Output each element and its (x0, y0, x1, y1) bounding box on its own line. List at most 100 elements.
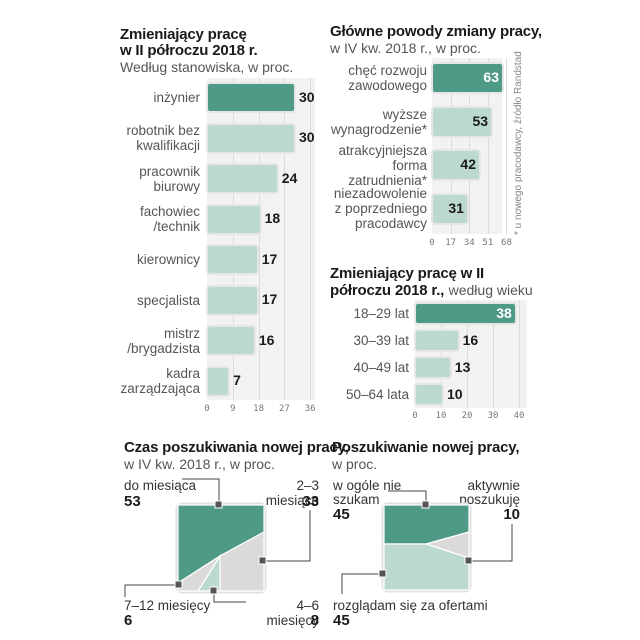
bar-value-label: 13 (454, 358, 471, 375)
category-label: kadra zarządzająca (120, 366, 200, 396)
gridline (469, 58, 471, 234)
chart3-category-labels: 18–29 lat 30–39 lat 40–49 lat 50–64 lata (300, 300, 409, 408)
category-label: specjalista (136, 292, 200, 308)
chart2-subtitle: w IV kw. 2018 r., w proc. (330, 40, 481, 56)
bar-value-label: 17 (261, 291, 278, 307)
chart1-category-labels: inżynier robotnik bez kwalifikacji pracowni… (100, 78, 200, 400)
bar-value-label: 63 (483, 69, 499, 85)
slice-value-4-6-miesiecy: 8 (310, 612, 319, 629)
chart3-x-axis: 0 10 20 30 40 (412, 411, 524, 425)
leader-nie-szukam (388, 490, 427, 505)
slice-value-aktywnie: 10 (503, 506, 520, 523)
marker-aktywnie (464, 556, 473, 565)
chart2-x-axis: 0 17 34 51 68 (429, 238, 520, 252)
bar (208, 84, 294, 111)
slice-label-aktywnie-2: poszukuję (459, 492, 520, 507)
slice-value-nie-szukam: 45 (333, 506, 350, 523)
category-label: inżynier (153, 90, 200, 105)
slice-label-nie-szukam-1: w ogóle nie (333, 478, 402, 493)
leader-aktywnie (468, 524, 513, 562)
slice-label-4-6-miesiecy: 4–6 miesięcy (266, 598, 319, 628)
category-label: kierownicy (136, 252, 200, 267)
chart3-title-line1: Zmieniający pracę w II (330, 265, 485, 282)
x-tick-label: 51 (482, 238, 494, 248)
bar-value-label: 18 (264, 210, 281, 226)
bar-value-label: 7 (233, 372, 241, 388)
chart1-plot-area: 30 30 24 18 17 17 16 7 (207, 78, 315, 400)
x-tick-label: 68 (501, 238, 512, 248)
marker-do-miesiaca (214, 500, 223, 509)
gridline (284, 78, 286, 400)
category-label: atrakcyjniejsza forma zatrudnienia* (338, 142, 427, 188)
x-tick-label: 17 (445, 238, 457, 248)
gridline (493, 300, 494, 408)
marker-7-12-miesiecy (174, 580, 183, 589)
gridline (450, 58, 452, 234)
category-label: pracownik biurowy (139, 163, 200, 194)
x-tick-label: 9 (230, 404, 236, 414)
gridline (467, 300, 468, 408)
slice-7-12-miesiecy (177, 555, 221, 592)
gridline (506, 58, 508, 234)
leader-4-6-miesiecy (213, 591, 246, 603)
bar-value-label: 38 (496, 304, 512, 321)
slice-value-7-12-miesiecy: 6 (124, 612, 133, 629)
chart3-plot-area: 38 16 13 10 (415, 300, 527, 408)
bar (208, 205, 260, 233)
gridline (258, 78, 260, 400)
x-tick-label: 20 (461, 411, 473, 421)
slice-rozgladam-sie (383, 543, 470, 591)
gridline (519, 300, 520, 408)
x-tick-label: 30 (487, 411, 499, 421)
chart4-square-pie (124, 478, 311, 603)
leader-2-3-miesiace (263, 510, 311, 562)
category-label: robotnik bez kwalifikacji (126, 123, 200, 153)
category-label: chęć rozwoju zawodowego (348, 63, 427, 93)
category-label: 40–49 lat (353, 360, 409, 375)
x-tick-label: 0 (429, 238, 435, 248)
marker-nie-szukam (421, 500, 430, 509)
x-tick-label: 27 (278, 404, 290, 414)
slice-label-2-3-miesiace: 2–3 miesiące (265, 478, 319, 508)
slice-value-2-3-miesiace: 33 (302, 493, 319, 510)
category-label: fachowiec/technik (139, 204, 200, 234)
category-label: 50–64 lata (345, 387, 409, 402)
chart3-title-line2-row: półroczu 2018 r., według wieku (330, 282, 533, 300)
bar (416, 331, 458, 350)
bar-value-label: 31 (448, 199, 464, 216)
chart4-subtitle: w IV kw. 2018 r., w proc. (124, 456, 275, 472)
leader-do-miesiaca (182, 478, 220, 505)
slice-label-do-miesiaca: do miesiąca (124, 478, 197, 493)
bar (416, 385, 442, 404)
gridline (441, 300, 442, 408)
bar-value-label: 42 (460, 156, 476, 172)
slice-value-rozgladam: 45 (333, 612, 350, 629)
slice-label-aktywnie-1: aktywnie (467, 478, 520, 493)
leader-7-12-miesiecy (124, 584, 178, 597)
chart1-x-axis: 0 9 18 27 36 (204, 404, 315, 418)
bar-value-label: 16 (462, 331, 479, 348)
bar (433, 194, 467, 223)
bar (208, 165, 277, 192)
bar (208, 246, 257, 273)
source-note: * u nowego pracodawcy, źródło Randstad (513, 51, 524, 235)
category-label: niezadowolenie z poprzedniego pracodawcy (333, 186, 427, 231)
x-tick-label: 0 (204, 404, 210, 414)
bar (416, 304, 515, 323)
chart1-subtitle: Według stanowiska, w proc. (120, 59, 294, 75)
chart1-title-line2: w II półroczu 2018 r. (120, 42, 258, 59)
bar-value-label: 24 (281, 169, 298, 186)
slice-label-nie-szukam-2: szukam (333, 492, 380, 507)
x-tick-label: 0 (412, 411, 418, 421)
chart3-title-line2: półroczu 2018 r., (330, 282, 445, 299)
bar-value-label: 30 (299, 88, 315, 105)
bar (208, 367, 229, 395)
bar-value-label: 16 (258, 331, 275, 348)
category-label: mistrz/brygadzista (127, 325, 200, 356)
chart3-subtitle: według wieku (448, 282, 533, 298)
chart5-subtitle: w proc. (332, 456, 378, 472)
category-label: 18–29 lat (353, 306, 409, 321)
slice-label-7-12-miesiecy: 7–12 miesięcy (124, 598, 211, 613)
bar-value-label: 10 (447, 385, 463, 402)
bar-value-label: 17 (261, 250, 278, 267)
